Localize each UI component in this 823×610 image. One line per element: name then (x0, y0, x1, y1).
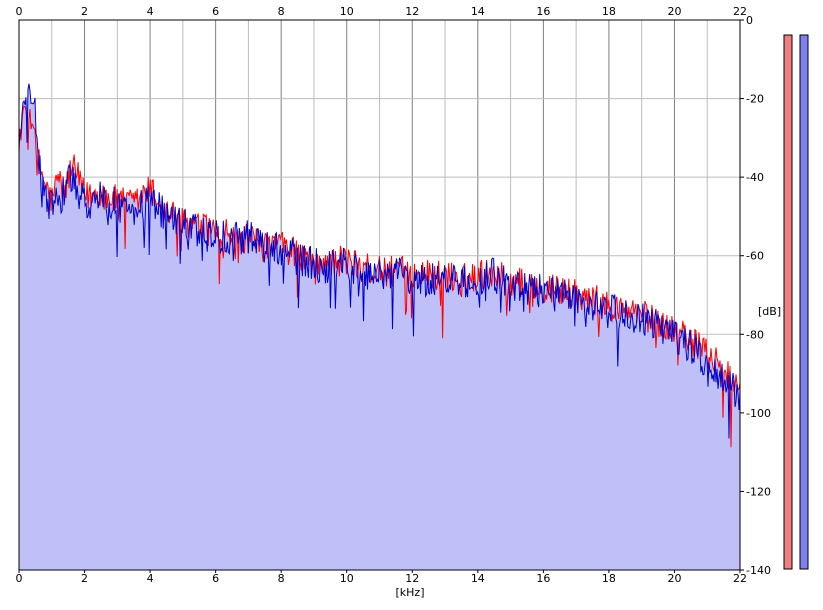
x-tick-label: 22 (733, 572, 747, 585)
x-tick-label: 20 (667, 572, 681, 585)
x-tick-label: 0 (16, 572, 23, 585)
series-line-blue (18, 83, 741, 439)
y-tick-label: 0 (746, 14, 753, 27)
x-tick-label-top: 6 (212, 5, 219, 18)
level-meter-right (799, 34, 809, 570)
y-tick-label: -140 (746, 564, 771, 577)
x-tick-label-top: 4 (147, 5, 154, 18)
level-meter-left (783, 34, 793, 570)
x-tick-label-top: 2 (81, 5, 88, 18)
y-tick-label: -100 (746, 407, 771, 420)
x-tick-label-top: 16 (536, 5, 550, 18)
x-tick-label-top: 10 (340, 5, 354, 18)
x-tick-label: 14 (471, 572, 485, 585)
x-tick-label: 6 (212, 572, 219, 585)
x-tick-label: 10 (340, 572, 354, 585)
x-tick-label-top: 14 (471, 5, 485, 18)
plot-border (18, 19, 741, 571)
y-tick-label: -60 (746, 250, 764, 263)
y-tick-label: -80 (746, 328, 764, 341)
y-tick-label: -40 (746, 171, 764, 184)
x-tick-label: 8 (278, 572, 285, 585)
x-tick-label: 12 (405, 572, 419, 585)
x-tick-label-top: 0 (16, 5, 23, 18)
spectrum-fill-area (19, 83, 740, 570)
x-tick-label: 16 (536, 572, 550, 585)
x-tick-label-top: 22 (733, 5, 747, 18)
x-tick-label: 4 (147, 572, 154, 585)
x-tick-label: 2 (81, 572, 88, 585)
x-tick-label-top: 20 (667, 5, 681, 18)
level-meters (783, 34, 809, 570)
x-axis-label: [kHz] (396, 586, 425, 599)
x-tick-label-top: 8 (278, 5, 285, 18)
x-tick-label-top: 12 (405, 5, 419, 18)
x-tick-label-top: 18 (602, 5, 616, 18)
series-line-red (18, 105, 741, 448)
x-tick-label: 18 (602, 572, 616, 585)
y-tick-label: -20 (746, 93, 764, 106)
tick-labels: 002244668810101212141416161818202022220-… (16, 5, 771, 585)
y-axis-label: [dB] (758, 305, 781, 318)
y-tick-label: -120 (746, 485, 771, 498)
